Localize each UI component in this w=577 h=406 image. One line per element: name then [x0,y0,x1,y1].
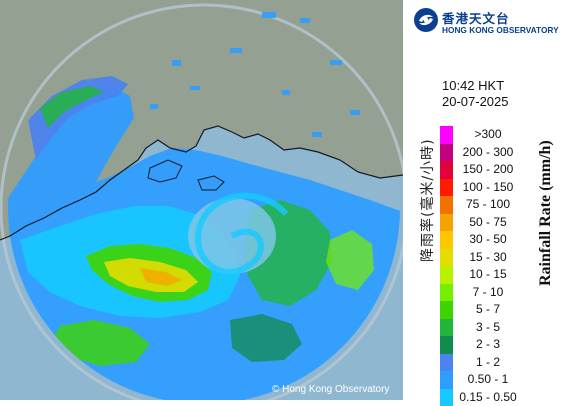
legend-range-label: 1 - 2 [453,354,523,372]
legend-swatch [440,249,453,267]
legend-range-labels: >300 200 - 300 150 - 200 100 - 150 75 - … [453,126,523,406]
legend-title-chinese: 降雨率(毫米/小時) [417,138,437,262]
legend-swatch [440,284,453,302]
timestamp-date: 20-07-2025 [442,94,509,110]
legend-color-scale [440,126,453,406]
legend-range-label: 100 - 150 [453,179,523,197]
legend-range-label: 0.15 - 0.50 [453,389,523,406]
legend-swatch [440,389,453,406]
legend-swatch [440,319,453,337]
legend-range-label: 5 - 7 [453,301,523,319]
legend-range-label: 15 - 30 [453,249,523,267]
info-panel: 香港天文台 HONG KONG OBSERVATORY 10:42 HKT 20… [403,0,577,400]
legend-range-label: >300 [453,126,523,144]
legend-swatch [440,301,453,319]
legend-range-label: 200 - 300 [453,144,523,162]
legend-swatch [440,126,453,144]
legend-swatch [440,196,453,214]
timestamp-time: 10:42 HKT [442,78,509,94]
legend-range-label: 75 - 100 [453,196,523,214]
radar-map-canvas [0,0,403,400]
legend-range-label: 0.50 - 1 [453,371,523,389]
legend-swatch [440,371,453,389]
legend-range-label: 7 - 10 [453,284,523,302]
legend-swatch [440,179,453,197]
legend-title-english-text: Rainfall Rate (mm/h) [537,142,555,286]
logo-english-name: HONG KONG OBSERVATORY [442,25,559,35]
legend-range-label: 50 - 75 [453,214,523,232]
legend-swatch [440,266,453,284]
legend-range-label: 2 - 3 [453,336,523,354]
timestamp: 10:42 HKT 20-07-2025 [442,78,509,110]
hko-emblem-icon [413,7,439,33]
legend-swatch [440,144,453,162]
legend-range-label: 150 - 200 [453,161,523,179]
legend-swatch [440,336,453,354]
legend-swatch [440,214,453,232]
hko-logo: 香港天文台 HONG KONG OBSERVATORY [413,7,575,35]
legend-swatch [440,231,453,249]
legend-range-label: 10 - 15 [453,266,523,284]
legend-range-label: 30 - 50 [453,231,523,249]
copyright-notice: © Hong Kong Observatory [272,384,389,395]
legend-range-label: 3 - 5 [453,319,523,337]
radar-map: © Hong Kong Observatory [0,0,403,400]
legend-swatch [440,161,453,179]
legend-swatch [440,354,453,372]
